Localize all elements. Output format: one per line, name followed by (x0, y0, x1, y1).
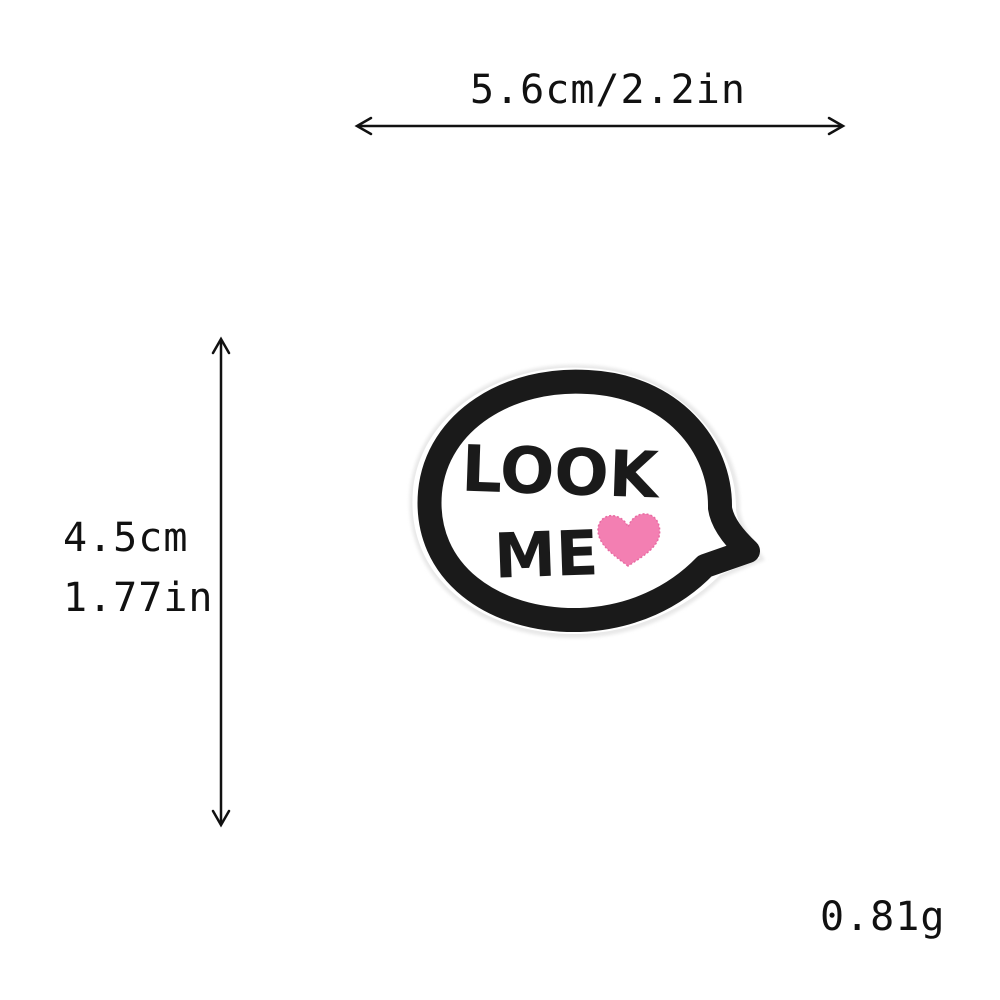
patch-text-look: LOOK (460, 433, 662, 514)
height-in-label: 1.77in (63, 575, 214, 621)
patch-backing (409, 364, 765, 639)
patch-outline (417, 369, 760, 633)
height-arrow (211, 336, 231, 828)
width-dimension-label: 5.6cm/2.2in (470, 67, 746, 113)
height-cm-label: 4.5cm (63, 515, 189, 561)
patch-text: LOOK ME (460, 433, 662, 593)
width-arrow (354, 116, 846, 136)
patch-text-me: ME (493, 516, 600, 593)
heart-icon (597, 513, 661, 567)
weight-label: 0.81g (820, 894, 946, 940)
